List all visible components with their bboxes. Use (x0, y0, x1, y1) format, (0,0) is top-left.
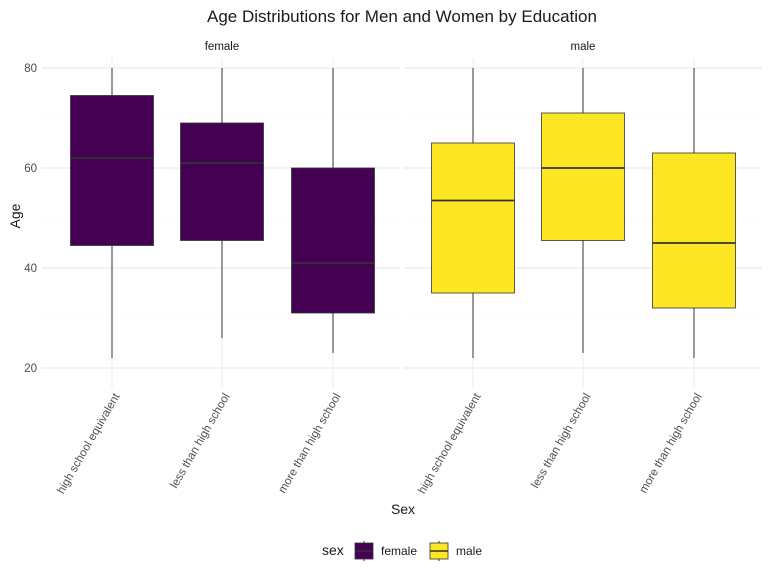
boxes (70, 68, 736, 358)
box-body (180, 122, 264, 241)
y-tick-label: 40 (24, 263, 37, 275)
legend-label-female: female (381, 544, 417, 558)
box-female-3 (291, 68, 375, 353)
x-axis-ticks: high school equivalent less than high sch… (55, 391, 704, 496)
box-male-1 (431, 68, 515, 358)
legend-key-male (429, 541, 449, 561)
y-axis-ticks: 20 40 60 80 (24, 63, 37, 375)
box-body (652, 152, 736, 309)
legend-title: sex (322, 542, 344, 558)
y-tick-label: 60 (24, 163, 37, 175)
x-tick-label: high school equivalent (416, 391, 484, 496)
y-tick-label: 80 (24, 63, 37, 75)
chart-title: Age Distributions for Men and Women by E… (207, 7, 597, 26)
x-tick-label: more than high school (638, 392, 705, 496)
x-tick-label: high school equivalent (55, 391, 123, 496)
box-body (70, 95, 154, 246)
y-tick-label: 20 (24, 363, 37, 375)
box-body (431, 142, 515, 294)
legend: sex female male (322, 541, 482, 561)
x-tick-label: less than high school (530, 392, 594, 491)
legend-key-female (354, 541, 374, 561)
box-female-1 (70, 68, 154, 358)
box-male-2 (541, 68, 625, 353)
legend-label-male: male (456, 544, 482, 558)
y-axis-title: Age (7, 203, 23, 228)
box-body (291, 167, 375, 314)
box-female-2 (180, 68, 264, 338)
panel-label-female: female (205, 41, 240, 53)
box-body (541, 112, 625, 241)
panel-label-male: male (571, 41, 596, 53)
box-male-3 (652, 68, 736, 358)
x-axis-title: Sex (391, 501, 415, 517)
x-tick-label: less than high school (169, 392, 233, 491)
x-tick-label: more than high school (277, 392, 344, 496)
